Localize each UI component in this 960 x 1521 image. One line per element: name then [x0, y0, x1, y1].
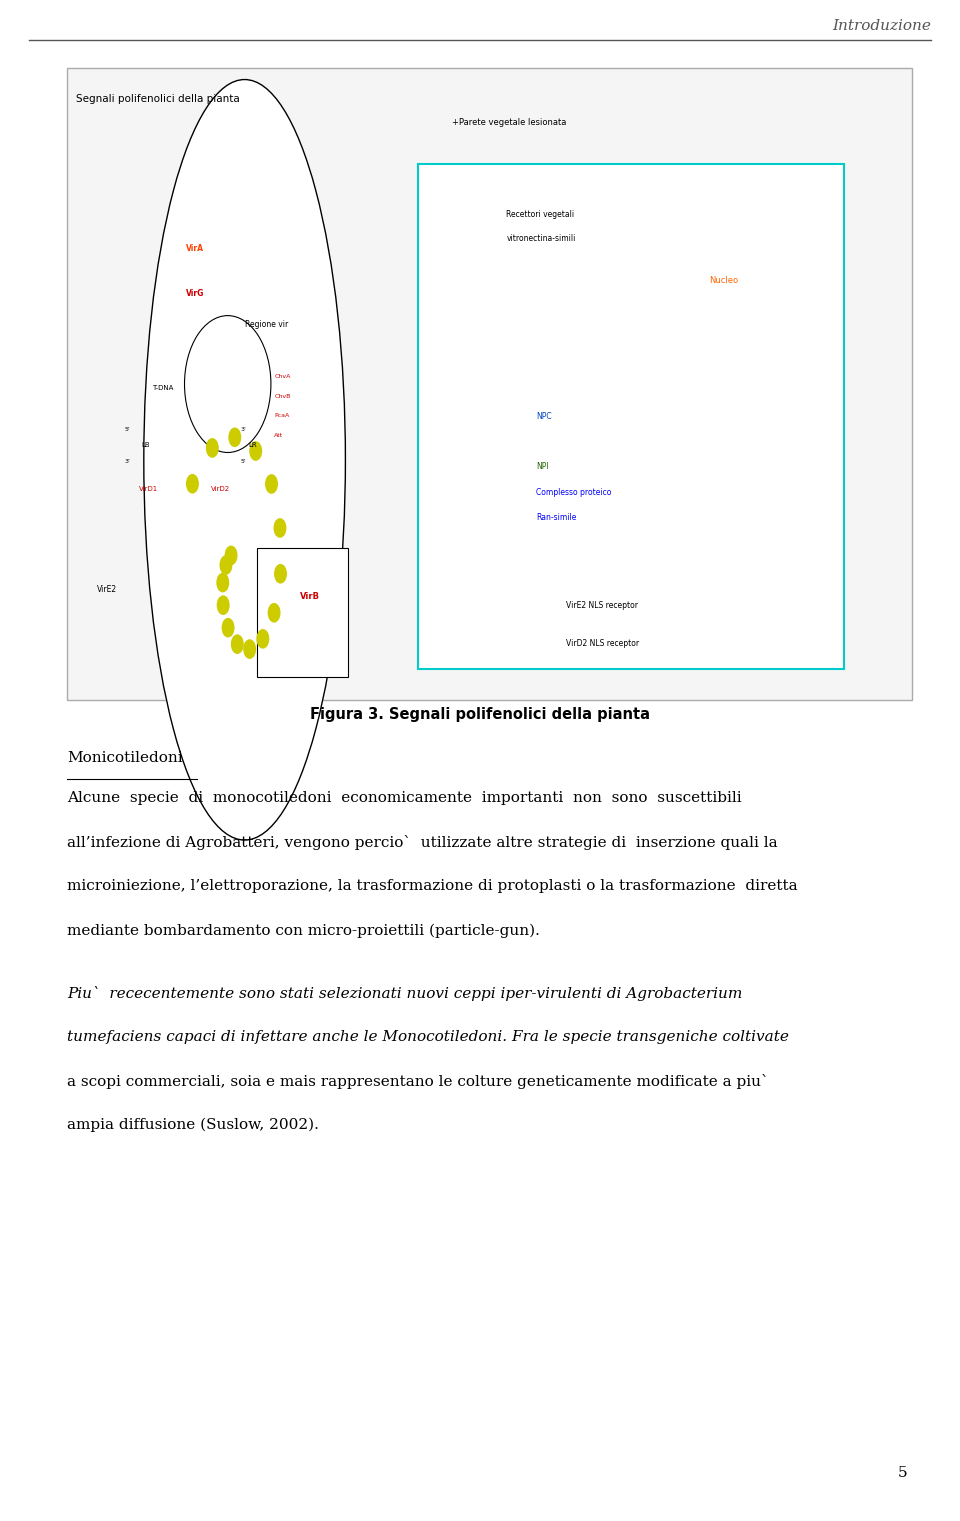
Circle shape	[229, 429, 241, 447]
Text: ChvB: ChvB	[275, 394, 291, 399]
Text: VirD1: VirD1	[139, 487, 158, 493]
Text: Regione vir: Regione vir	[245, 321, 288, 329]
Text: Figura 3. Segnali polifenolici della pianta: Figura 3. Segnali polifenolici della pia…	[310, 707, 650, 722]
Text: VirB: VirB	[300, 592, 320, 601]
Text: VirE2: VirE2	[97, 586, 117, 595]
Text: Complesso proteico: Complesso proteico	[536, 488, 612, 496]
Text: Alcune  specie  di  monocotiledoni  economicamente  importanti  non  sono  susce: Alcune specie di monocotiledoni economic…	[67, 791, 742, 805]
Text: VirE2 NLS receptor: VirE2 NLS receptor	[565, 601, 637, 610]
Text: PcaA: PcaA	[275, 414, 289, 418]
Circle shape	[257, 630, 269, 648]
Text: LB: LB	[141, 443, 150, 449]
Text: vitronectina-simili: vitronectina-simili	[507, 234, 576, 243]
Text: Segnali polifenolici della pianta: Segnali polifenolici della pianta	[76, 94, 239, 103]
Text: VirG: VirG	[185, 289, 204, 298]
Text: 5': 5'	[125, 427, 131, 432]
Bar	[257, 548, 348, 677]
Text: 3': 3'	[240, 427, 247, 432]
Circle shape	[231, 636, 243, 654]
Text: ChvA: ChvA	[275, 374, 291, 379]
Text: Monicotiledoni: Monicotiledoni	[67, 751, 182, 765]
Bar	[418, 164, 845, 669]
Text: 3': 3'	[125, 459, 131, 464]
Bar	[67, 68, 912, 700]
Text: NPC: NPC	[536, 412, 552, 421]
Circle shape	[223, 619, 234, 637]
Text: Nucleo: Nucleo	[709, 275, 738, 284]
Circle shape	[275, 519, 286, 537]
Text: LR: LR	[249, 443, 257, 449]
Text: VirD2 NLS receptor: VirD2 NLS receptor	[565, 639, 638, 648]
Circle shape	[206, 438, 218, 456]
Text: microiniezione, l’elettroporazione, la trasformazione di protoplasti o la trasfo: microiniezione, l’elettroporazione, la t…	[67, 879, 798, 893]
Circle shape	[266, 475, 277, 493]
Text: NPI: NPI	[536, 462, 549, 472]
Text: 5': 5'	[240, 459, 246, 464]
Circle shape	[250, 443, 261, 461]
Circle shape	[220, 555, 231, 573]
Text: Ran-simile: Ran-simile	[536, 514, 576, 522]
Circle shape	[269, 604, 280, 622]
Circle shape	[217, 596, 228, 614]
Text: tumefaciens capaci di infettare anche le Monocotiledoni. Fra le specie transgeni: tumefaciens capaci di infettare anche le…	[67, 1030, 789, 1043]
Text: a scopi commerciali, soia e mais rappresentano le colture geneticamente modifica: a scopi commerciali, soia e mais rappres…	[67, 1074, 769, 1089]
Text: ampia diffusione (Suslow, 2002).: ampia diffusione (Suslow, 2002).	[67, 1118, 319, 1132]
Text: +Parete vegetale lesionata: +Parete vegetale lesionata	[451, 119, 566, 128]
Ellipse shape	[184, 316, 271, 452]
Text: VirA: VirA	[185, 245, 204, 254]
Text: Att: Att	[275, 433, 283, 438]
Text: Recettori vegetali: Recettori vegetali	[507, 210, 575, 219]
Text: Piu`  rececentemente sono stati selezionati nuovi ceppi iper-virulenti di Agroba: Piu` rececentemente sono stati seleziona…	[67, 986, 743, 1001]
Circle shape	[217, 573, 228, 592]
Text: mediante bombardamento con micro-proiettili (particle-gun).: mediante bombardamento con micro-proiett…	[67, 923, 540, 937]
Ellipse shape	[144, 79, 346, 840]
Text: T-DNA: T-DNA	[152, 385, 173, 391]
Circle shape	[186, 475, 198, 493]
Circle shape	[275, 564, 286, 583]
Circle shape	[244, 640, 255, 659]
Circle shape	[226, 546, 237, 564]
Text: Introduzione: Introduzione	[832, 20, 931, 33]
Text: all’infezione di Agrobatteri, vengono percio`  utilizzate altre strategie di  in: all’infezione di Agrobatteri, vengono pe…	[67, 835, 778, 850]
Text: VirD2: VirD2	[211, 487, 230, 493]
Text: 5: 5	[898, 1466, 907, 1480]
